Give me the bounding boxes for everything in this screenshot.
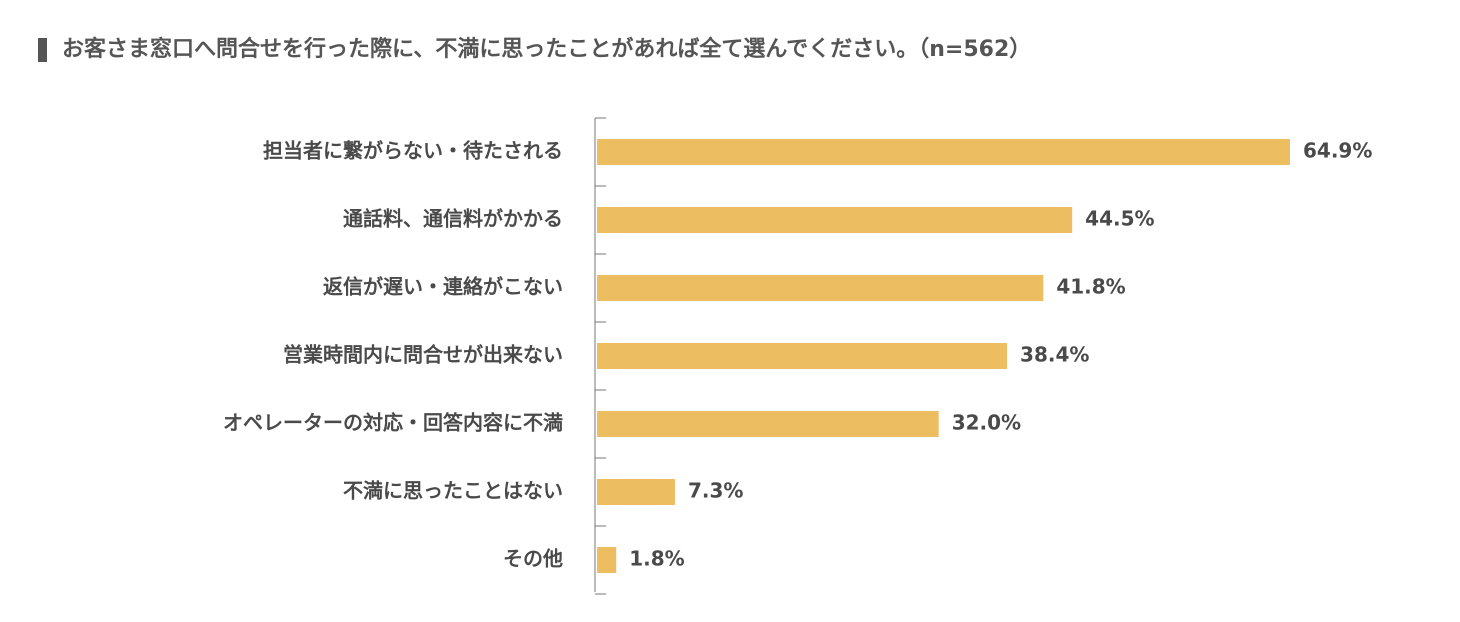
- category-label: 営業時間内に問合せが出来ない: [283, 343, 563, 367]
- value-label: 32.0%: [952, 411, 1021, 435]
- bar: [597, 343, 1008, 369]
- value-label: 38.4%: [1020, 343, 1089, 367]
- category-label: オペレーターの対応・回答内容に不満: [223, 411, 563, 435]
- category-label: 返信が遅い・連絡がこない: [323, 275, 563, 299]
- value-label: 1.8%: [629, 547, 684, 571]
- category-label: 不満に思ったことはない: [343, 479, 563, 503]
- chart-title: お客さま窓口へ問合せを行った際に、不満に思ったことがあれば全て選んでください。（…: [62, 36, 1031, 62]
- category-label: 担当者に繋がらない・待たされる: [263, 139, 563, 163]
- value-label: 7.3%: [688, 479, 743, 503]
- bar: [597, 479, 675, 505]
- category-label: その他: [503, 547, 563, 571]
- bar: [597, 411, 939, 437]
- bar: [597, 207, 1073, 233]
- category-label: 通話料、通信料がかかる: [343, 207, 563, 231]
- value-label: 44.5%: [1085, 207, 1154, 231]
- bar: [597, 139, 1290, 165]
- bar: [597, 275, 1044, 301]
- bar: [597, 547, 617, 573]
- value-label: 64.9%: [1303, 139, 1372, 163]
- title-marker: [38, 38, 47, 62]
- value-label: 41.8%: [1056, 275, 1125, 299]
